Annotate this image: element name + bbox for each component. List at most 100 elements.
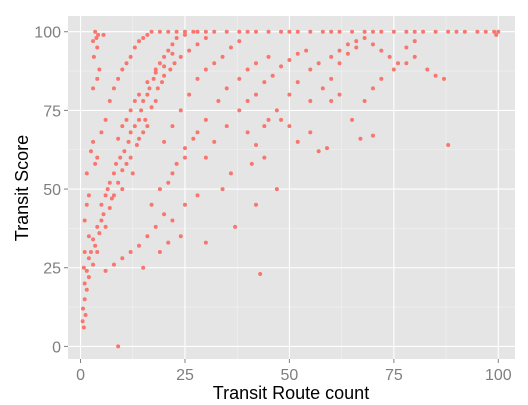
data-point [128,155,133,160]
data-point [91,139,96,144]
major-gridlines [68,16,515,359]
data-point [141,265,146,270]
data-point [329,98,334,103]
data-point [95,250,100,255]
data-point [203,155,208,160]
data-point [95,76,100,81]
data-point [124,161,129,166]
plot-panel [68,16,515,359]
data-point [157,250,162,255]
data-point [95,45,100,50]
data-point [103,117,108,122]
data-point [228,45,233,50]
data-point [266,117,271,122]
data-point [84,202,89,207]
x-tick-label: 25 [176,367,194,384]
data-point [124,61,129,66]
data-point [84,287,89,292]
data-point [145,32,150,37]
data-point [99,130,104,135]
data-point [391,29,396,34]
data-point [262,124,267,129]
data-point [109,196,114,201]
data-point [308,67,313,72]
data-point [162,212,167,217]
data-point [237,29,242,34]
data-point [145,124,150,129]
data-point [224,86,229,91]
data-point [316,149,321,154]
data-point [191,29,196,34]
data-point [162,64,167,69]
data-point [287,92,292,97]
data-point [157,29,162,34]
data-point [287,124,292,129]
data-point [170,42,175,47]
data-point [178,108,183,113]
data-points [80,29,501,349]
x-tick-label: 75 [385,367,403,384]
data-point [178,234,183,239]
data-point [145,92,150,97]
data-point [212,139,217,144]
data-point [170,51,175,56]
data-point [337,29,342,34]
data-point [345,51,350,56]
data-point [370,42,375,47]
data-point [270,73,275,78]
data-point [103,193,108,198]
data-point [191,136,196,141]
data-point [308,29,313,34]
data-point [132,98,137,103]
data-point [93,243,98,248]
data-point [120,256,125,261]
data-point [101,32,106,37]
x-tick-label: 50 [281,367,299,384]
data-point [145,234,150,239]
data-point [107,98,112,103]
data-point [162,139,167,144]
data-point [122,149,127,154]
data-point [120,124,125,129]
data-point [149,202,154,207]
data-point [170,124,175,129]
data-point [166,48,171,53]
data-point [195,76,200,81]
data-point [237,39,242,44]
x-tick-label: 0 [76,367,85,384]
data-point [162,73,167,78]
data-point [404,29,409,34]
data-point [124,117,129,122]
data-point [421,29,426,34]
x-axis-title: Transit Route count [213,383,369,403]
data-point [287,58,292,63]
data-point [95,224,100,229]
data-point [97,67,102,72]
data-point [224,29,229,34]
data-point [143,117,148,122]
data-point [350,117,355,122]
data-point [329,76,334,81]
data-point [116,76,121,81]
data-point [170,218,175,223]
data-point [94,36,99,41]
data-point [370,29,375,34]
data-point [446,29,451,34]
data-point [304,48,309,53]
data-point [153,98,158,103]
data-point [116,344,121,349]
data-point [81,265,86,270]
minor-gridlines [68,16,515,359]
data-point [462,29,467,34]
data-point [128,250,133,255]
data-point [82,297,87,302]
data-point [224,124,229,129]
data-point [137,243,142,248]
data-point [350,29,355,34]
data-point [128,108,133,113]
data-point [182,202,187,207]
data-point [245,67,250,72]
data-point [354,45,359,50]
data-point [370,86,375,91]
data-point [141,98,146,103]
